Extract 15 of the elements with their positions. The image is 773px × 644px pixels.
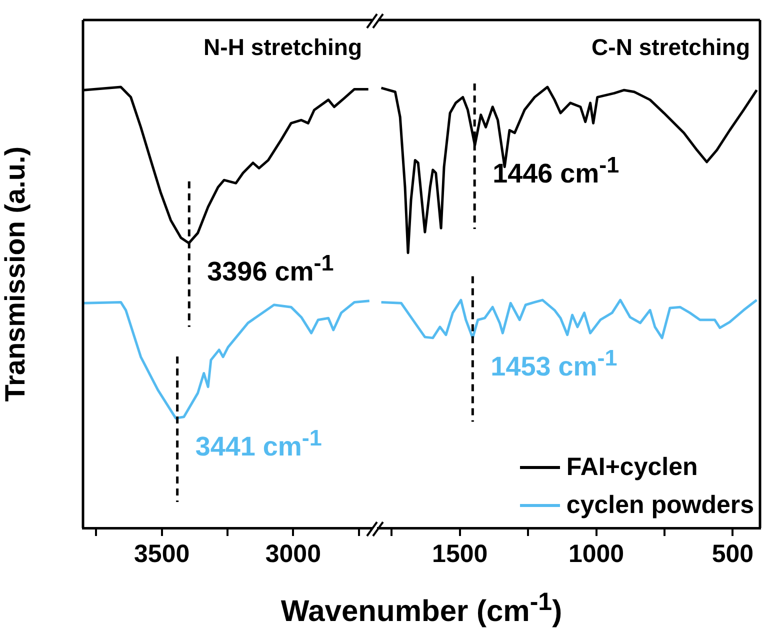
annotation: 1453 cm$^{-1}$ [490,345,618,382]
x-tick-label: 1500 [432,540,488,568]
legend-label: FAI+cyclen [566,452,698,482]
annotation: 3396 cm$^{-1}$ [207,250,334,288]
legend-label: cyclen powders [566,490,754,520]
y-axis-title: Transmission (a.u.) [0,146,31,402]
x-tick-label: 500 [712,540,754,568]
text: C-N stretching [592,34,750,61]
annotation: 3441 cm$^{-1}$ [195,426,322,463]
x-axis-title: Wavenumber (cm$^{-1}$) [280,588,564,629]
x-tick-label: 3500 [134,540,190,568]
x-tick-label: 3000 [265,540,321,568]
annotation: 1446 cm$^{-1}$ [492,152,620,190]
text: N-H stretching [204,34,362,61]
x-tick-label: 1000 [568,540,624,568]
